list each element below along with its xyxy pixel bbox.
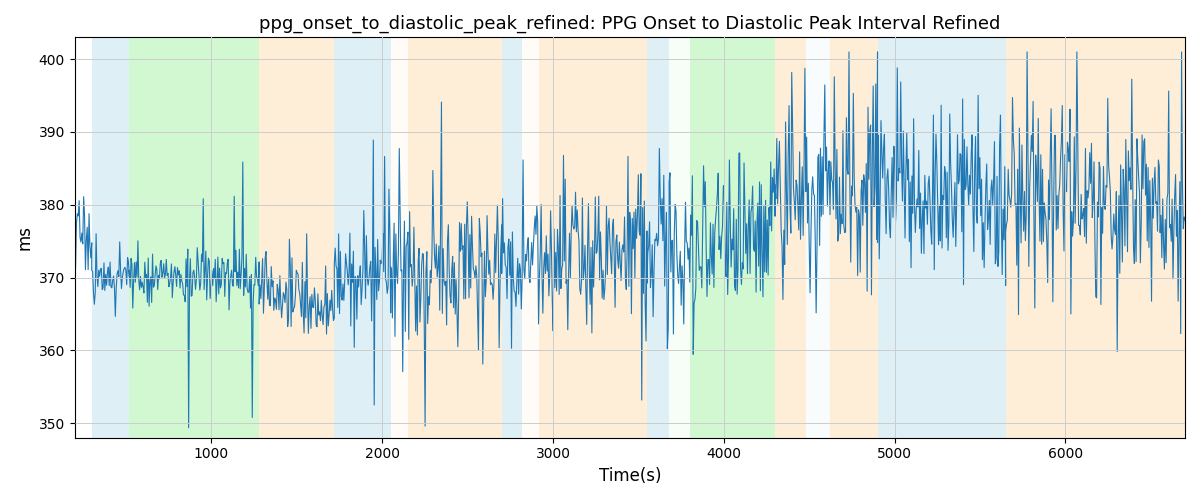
Bar	[259, 38, 335, 438]
Bar	[670, 38, 690, 438]
Bar	[539, 38, 647, 438]
Bar	[647, 38, 670, 438]
Bar	[690, 38, 775, 438]
Bar	[775, 38, 805, 438]
Bar	[805, 38, 829, 438]
Y-axis label: ms: ms	[16, 225, 34, 250]
Bar	[130, 38, 259, 438]
Bar	[91, 38, 130, 438]
Bar	[408, 38, 502, 438]
Bar	[391, 38, 408, 438]
Bar	[877, 38, 1006, 438]
Bar	[502, 38, 522, 438]
Bar	[335, 38, 391, 438]
Bar	[522, 38, 539, 438]
Bar	[829, 38, 877, 438]
Bar	[1006, 38, 1186, 438]
X-axis label: Time(s): Time(s)	[599, 467, 661, 485]
Title: ppg_onset_to_diastolic_peak_refined: PPG Onset to Diastolic Peak Interval Refine: ppg_onset_to_diastolic_peak_refined: PPG…	[259, 15, 1001, 34]
